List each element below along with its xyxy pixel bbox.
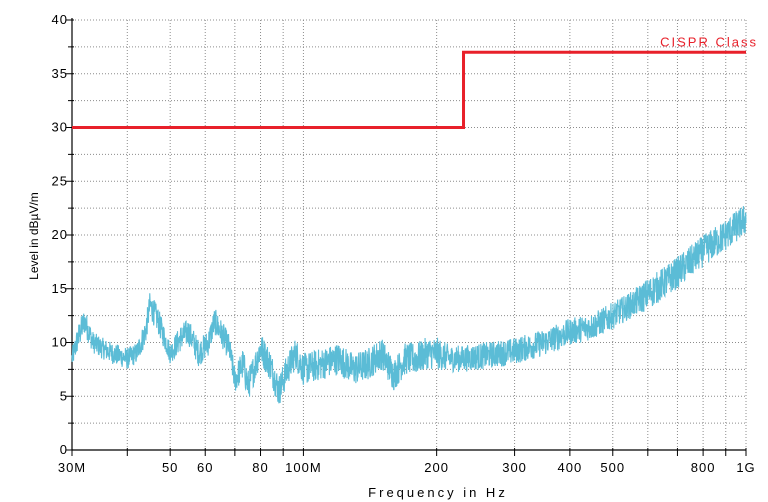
x-tick-label: 100M <box>285 460 322 475</box>
y-tick-label: 20 <box>52 227 68 242</box>
x-tick-label: 400 <box>558 460 583 475</box>
y-tick-label: 25 <box>52 173 68 188</box>
labels-layer: 0 5 10 15 20 25 30 35 40 30M 50 60 80 100M 200 300 400 50… <box>52 12 758 475</box>
y-tick-label: 0 <box>60 442 68 457</box>
series-layer <box>71 50 747 404</box>
y-tick-label: 30 <box>52 120 68 135</box>
x-tick-label: 60 <box>197 460 213 475</box>
grid <box>71 19 747 451</box>
y-tick-label: 40 <box>52 12 68 27</box>
x-tick-label: 50 <box>162 460 178 475</box>
x-tick-label: 300 <box>502 460 527 475</box>
x-tick-label: 800 <box>691 460 716 475</box>
y-tick-label: 35 <box>52 66 68 81</box>
y-tick-label: 15 <box>52 281 68 296</box>
cispr-limit-line <box>72 50 746 129</box>
y-axis-title: Level in dBµV/m <box>27 192 41 280</box>
x-tick-label: 200 <box>424 460 449 475</box>
y-tick-label: 5 <box>60 388 68 403</box>
measurement-trace <box>71 206 747 404</box>
x-tick-label: 500 <box>600 460 625 475</box>
y-tick-label: 10 <box>52 335 68 350</box>
x-axis-title: Frequency in Hz <box>368 485 508 500</box>
x-tick-label: 80 <box>252 460 268 475</box>
cispr-class-label: CISPR Class <box>660 34 758 49</box>
x-tick-label: 1G <box>736 460 755 475</box>
x-tick-label: 30M <box>58 460 86 475</box>
axes <box>66 18 747 456</box>
